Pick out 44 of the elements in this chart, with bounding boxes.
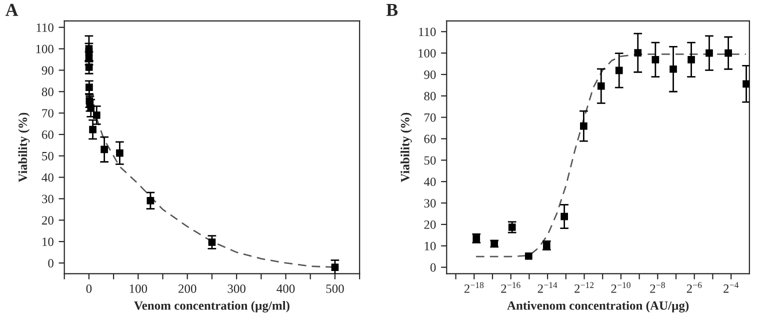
y-tick-label: 40: [424, 178, 436, 186]
y-tick-label: 110: [36, 23, 54, 32]
x-axis-title: Antivenom concentration (AU/µg): [507, 301, 689, 312]
y-tick-label: 20: [42, 216, 54, 225]
y-tick-label: 60: [42, 130, 54, 139]
x-tick-label: 0: [86, 284, 92, 293]
x-tick-label: 2$^{−10}$: [611, 282, 630, 293]
x-tick-label: 2$^{−4}$: [724, 282, 739, 293]
x-tick-label: 2$^{−14}$: [538, 282, 558, 293]
y-axis-title: Viability (%): [400, 112, 412, 182]
y-tick-label: 100: [418, 49, 436, 58]
x-tick-label: 2$^{−8}$: [650, 282, 665, 293]
y-tick-label: 90: [424, 70, 436, 79]
y-tick-label: 50: [424, 156, 436, 165]
y-tick-label: 70: [42, 109, 54, 118]
y-tick-label: 100: [36, 44, 54, 54]
chart-title: A: [5, 4, 18, 16]
y-tick-label: 50: [42, 152, 54, 160]
x-tick-label: 2$^{−18}$: [464, 282, 484, 293]
y-tick-label: 70: [424, 113, 436, 122]
y-tick-label: 110: [419, 28, 436, 36]
y-tick-label: 0: [48, 259, 54, 268]
x-tick-label: 500: [326, 284, 344, 293]
y-axis-title: Viability (%): [18, 112, 30, 182]
y-tick-label: 80: [424, 92, 436, 100]
chart-title: B: [386, 4, 398, 16]
y-tick-label: 10: [424, 242, 436, 250]
y-tick-label: 30: [424, 199, 436, 208]
y-tick-label: 60: [424, 134, 436, 144]
y-tick-label: 0: [430, 263, 436, 272]
y-tick-label: 40: [42, 173, 54, 182]
x-tick-label: 2$^{−12}$: [574, 282, 594, 293]
x-tick-label: 2$^{−16}$: [501, 282, 520, 293]
y-tick-label: 10: [42, 238, 54, 246]
x-tick-label: 300: [228, 284, 246, 293]
x-tick-label: 2$^{−6}$: [686, 282, 702, 293]
x-tick-label: 200: [178, 284, 196, 293]
y-tick-label: 20: [424, 220, 436, 229]
y-tick-label: 90: [42, 66, 54, 75]
x-tick-label: 400: [276, 284, 295, 293]
x-tick-label: 100: [130, 284, 148, 293]
y-tick-label: 80: [42, 88, 54, 96]
y-tick-label: 30: [42, 194, 54, 204]
x-axis-title: Venom concentration (µg/ml): [134, 301, 290, 312]
